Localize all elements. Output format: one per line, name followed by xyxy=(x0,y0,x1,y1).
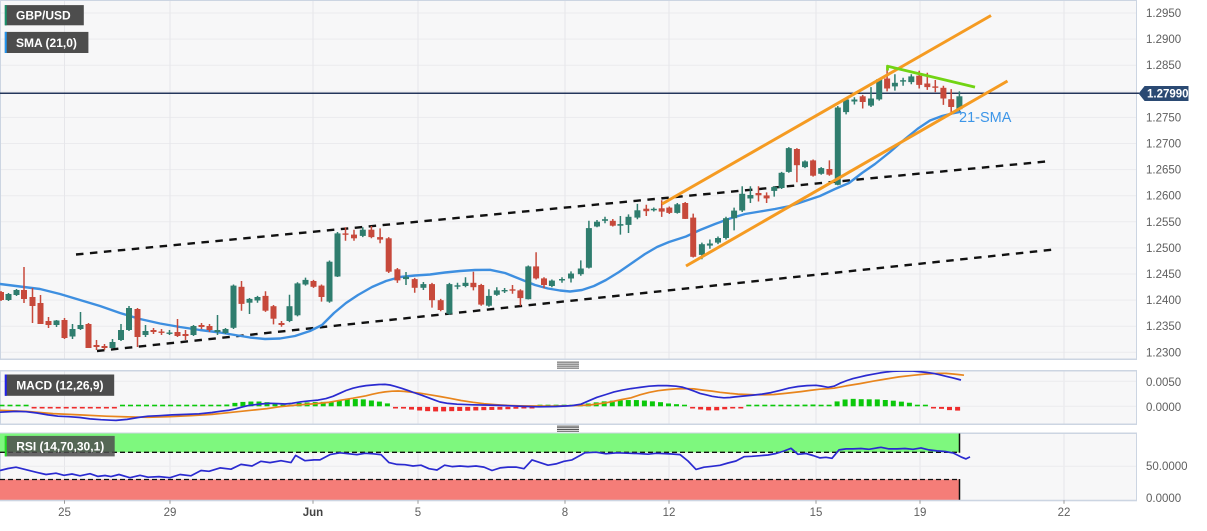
svg-text:1.2500: 1.2500 xyxy=(1146,243,1181,255)
svg-text:1.2950: 1.2950 xyxy=(1146,8,1181,20)
svg-text:SMA (21,0): SMA (21,0) xyxy=(16,36,77,50)
svg-text:15: 15 xyxy=(810,507,823,519)
svg-text:1.2400: 1.2400 xyxy=(1146,295,1181,307)
svg-text:1.2750: 1.2750 xyxy=(1146,112,1181,124)
svg-text:RSI (14,70,30,1): RSI (14,70,30,1) xyxy=(16,440,104,454)
svg-text:1.2550: 1.2550 xyxy=(1146,217,1181,229)
svg-text:29: 29 xyxy=(164,507,177,519)
svg-text:22: 22 xyxy=(1058,507,1071,519)
svg-text:21-SMA: 21-SMA xyxy=(959,110,1012,126)
svg-text:1.2650: 1.2650 xyxy=(1146,165,1181,177)
svg-text:GBP/USD: GBP/USD xyxy=(16,9,71,23)
svg-text:1.2300: 1.2300 xyxy=(1146,347,1181,359)
svg-text:1.2700: 1.2700 xyxy=(1146,139,1181,151)
svg-text:1.2450: 1.2450 xyxy=(1146,269,1181,281)
svg-text:50.0000: 50.0000 xyxy=(1146,461,1188,473)
svg-text:1.27990: 1.27990 xyxy=(1147,89,1189,101)
svg-text:5: 5 xyxy=(415,507,421,519)
svg-text:0.0050: 0.0050 xyxy=(1146,377,1181,389)
svg-text:Jun: Jun xyxy=(303,507,323,519)
svg-text:12: 12 xyxy=(663,507,676,519)
svg-text:1.2900: 1.2900 xyxy=(1146,34,1181,46)
svg-text:MACD (12,26,9): MACD (12,26,9) xyxy=(16,379,103,393)
svg-text:8: 8 xyxy=(562,507,568,519)
svg-text:0.0000: 0.0000 xyxy=(1146,402,1181,414)
svg-text:1.2850: 1.2850 xyxy=(1146,60,1181,72)
svg-text:25: 25 xyxy=(58,507,71,519)
svg-text:19: 19 xyxy=(914,507,927,519)
svg-text:1.2600: 1.2600 xyxy=(1146,191,1181,203)
svg-text:1.2350: 1.2350 xyxy=(1146,321,1181,333)
svg-text:0.0000: 0.0000 xyxy=(1146,493,1181,505)
